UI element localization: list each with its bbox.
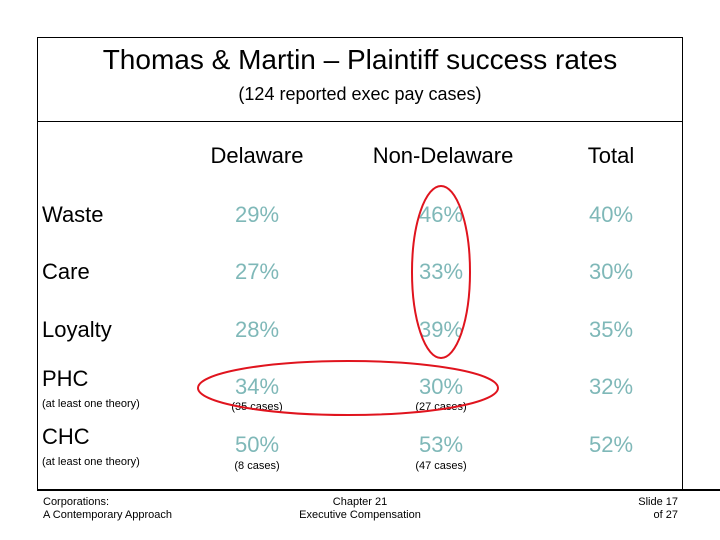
- row-label-phc: PHC: [42, 366, 89, 391]
- cell-loyalty-non-delaware: 39%: [418, 317, 464, 342]
- cell-note-chc-non-delaware: (47 cases): [415, 460, 467, 472]
- row-note-phc: (at least one theory): [42, 398, 140, 410]
- cell-phc-non-delaware: 30%: [418, 374, 464, 399]
- cell-loyalty-delaware: 28%: [234, 317, 280, 342]
- row-label-care: Care: [42, 259, 90, 284]
- footer-rule: [37, 489, 720, 491]
- right-border: [682, 122, 683, 489]
- cell-chc-total: 52%: [588, 432, 634, 457]
- slide-title: Thomas & Martin – Plaintiff success rate…: [102, 44, 618, 75]
- row-label-chc: CHC: [42, 424, 90, 449]
- footer-left-line1: Corporations:: [43, 496, 110, 508]
- footer-center-line1: Chapter 21: [332, 496, 388, 508]
- cell-waste-delaware: 29%: [234, 202, 280, 227]
- slide-total: of 27: [653, 509, 678, 521]
- cell-phc-total: 32%: [588, 374, 634, 399]
- slide-number: Slide 17: [638, 496, 678, 508]
- column-header-delaware: Delaware: [210, 143, 304, 168]
- row-label-loyalty: Loyalty: [42, 317, 112, 342]
- left-border: [37, 122, 38, 489]
- footer-center-line2: Executive Compensation: [299, 509, 421, 521]
- cell-loyalty-total: 35%: [588, 317, 634, 342]
- cell-care-delaware: 27%: [234, 259, 280, 284]
- footer-right: Slide 17 of 27: [580, 496, 678, 522]
- cell-phc-delaware: 34%: [234, 374, 280, 399]
- row-note-chc: (at least one theory): [42, 456, 140, 468]
- footer-left-line2: A Contemporary Approach: [43, 509, 173, 521]
- title-box: Thomas & Martin – Plaintiff success rate…: [37, 37, 683, 122]
- cell-note-phc-non-delaware: (27 cases): [415, 401, 467, 413]
- cell-waste-total: 40%: [588, 202, 634, 227]
- column-header-total: Total: [587, 143, 635, 168]
- column-header-non-delaware: Non-Delaware: [372, 143, 514, 168]
- cell-care-non-delaware: 33%: [418, 259, 464, 284]
- footer-center: Chapter 21 Executive Compensation: [260, 496, 460, 522]
- cell-note-phc-delaware: (35 cases): [231, 401, 283, 413]
- cell-chc-delaware: 50%: [234, 432, 280, 457]
- cell-note-chc-delaware: (8 cases): [234, 460, 280, 472]
- cell-care-total: 30%: [588, 259, 634, 284]
- slide-subtitle: (124 reported exec pay cases): [238, 84, 482, 104]
- cell-waste-non-delaware: 46%: [418, 202, 464, 227]
- footer-left: Corporations: A Contemporary Approach: [43, 496, 172, 522]
- row-label-waste: Waste: [42, 202, 104, 227]
- cell-chc-non-delaware: 53%: [418, 432, 464, 457]
